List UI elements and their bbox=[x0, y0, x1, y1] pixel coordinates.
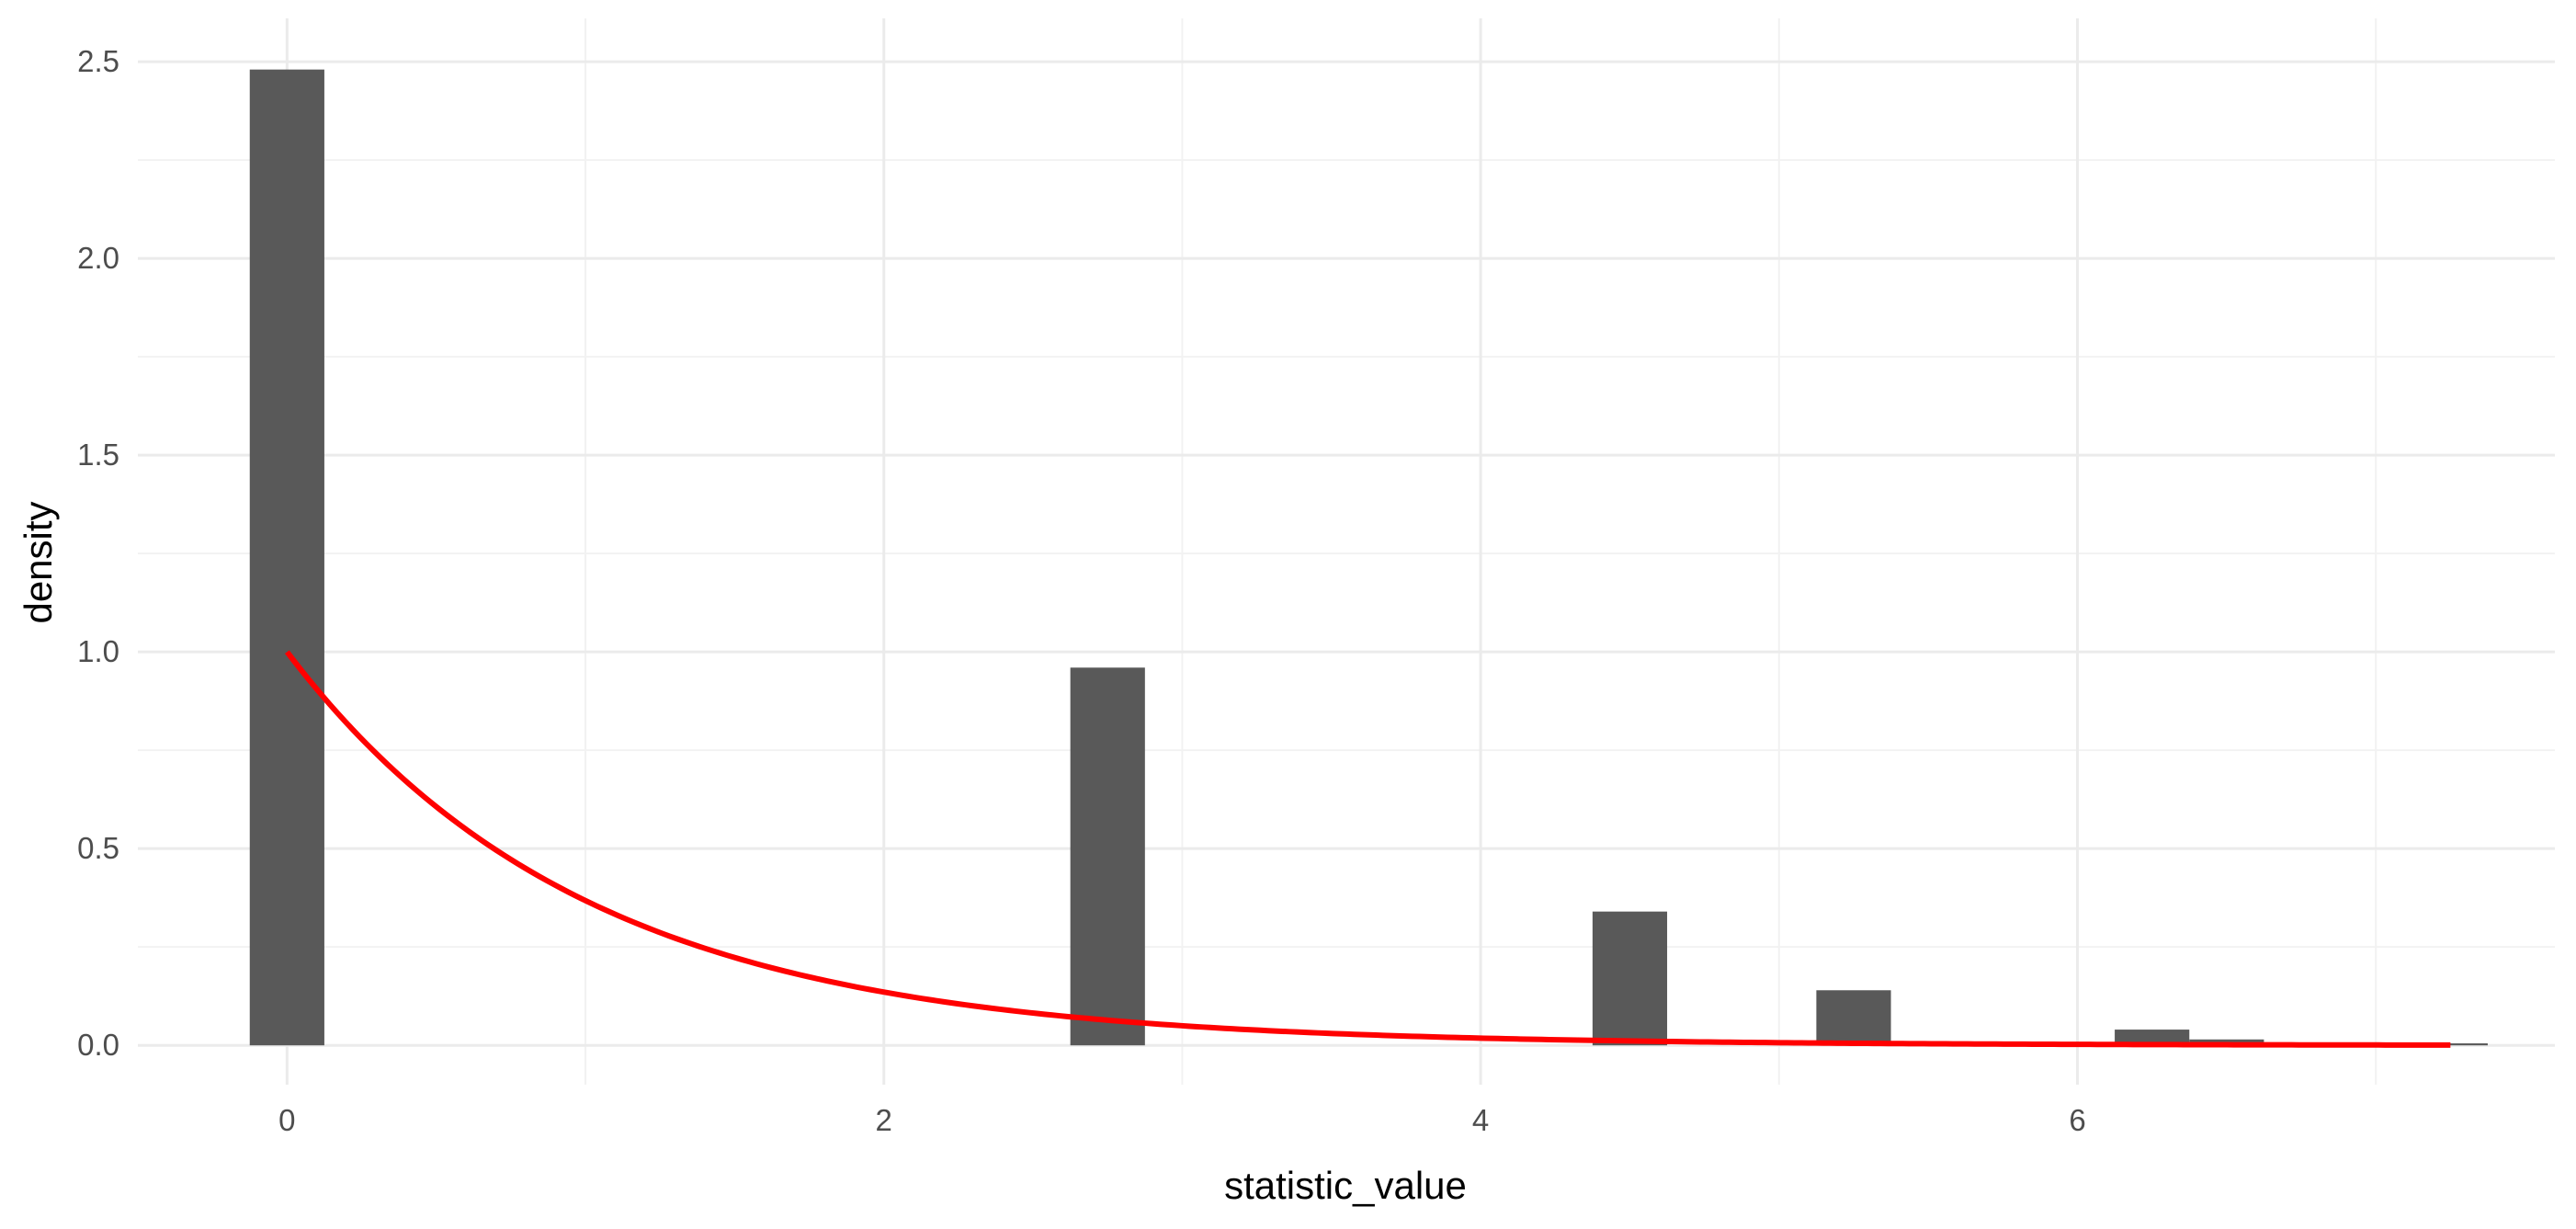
y-axis-ticks: 0.0 0.5 1.0 1.5 2.0 2.5 bbox=[77, 44, 119, 1062]
major-gridlines bbox=[138, 18, 2555, 1085]
histogram-bar bbox=[2115, 1030, 2190, 1046]
y-tick-label: 0.0 bbox=[77, 1028, 119, 1062]
y-tick-label: 1.5 bbox=[77, 438, 119, 472]
histogram-bar bbox=[1070, 667, 1145, 1046]
histogram-bar bbox=[1592, 911, 1668, 1046]
y-axis-title: density bbox=[17, 501, 60, 623]
density-curve-line bbox=[284, 650, 2451, 1048]
x-tick-label: 2 bbox=[876, 1103, 892, 1137]
y-tick-label: 2.5 bbox=[77, 44, 119, 78]
histogram-bar bbox=[1816, 990, 1891, 1046]
x-tick-label: 4 bbox=[1472, 1103, 1489, 1137]
minor-gridlines bbox=[138, 18, 2555, 1085]
density-curve-layer bbox=[284, 650, 2451, 1048]
y-tick-label: 0.5 bbox=[77, 831, 119, 865]
x-axis-ticks: 0 2 4 6 bbox=[278, 1103, 2086, 1137]
x-axis-title: statistic_value bbox=[1224, 1164, 1467, 1207]
y-tick-label: 1.0 bbox=[77, 634, 119, 668]
y-tick-label: 2.0 bbox=[77, 241, 119, 275]
histogram-bars bbox=[249, 69, 2488, 1046]
x-tick-label: 0 bbox=[278, 1103, 295, 1137]
histogram-bar bbox=[249, 69, 324, 1046]
x-tick-label: 6 bbox=[2069, 1103, 2085, 1137]
